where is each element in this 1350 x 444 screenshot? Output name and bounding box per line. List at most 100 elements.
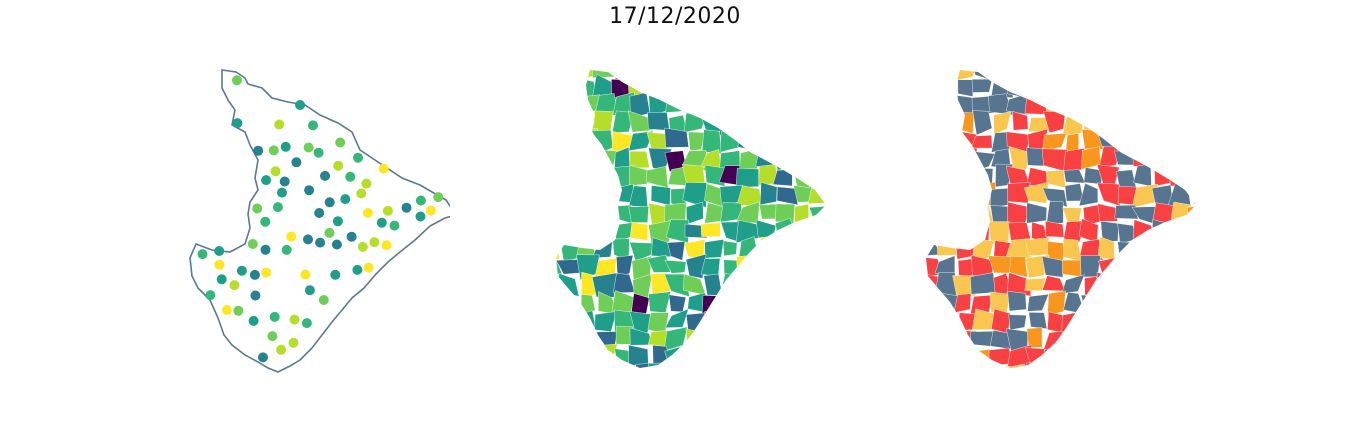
region-cell <box>990 362 1013 368</box>
region-cell <box>556 296 580 315</box>
region-cell <box>1024 278 1046 291</box>
region-cell <box>1224 203 1245 224</box>
region-cell <box>700 222 721 237</box>
region-cell <box>470 348 487 364</box>
region-cell <box>1189 93 1196 115</box>
region-cell <box>988 221 1010 244</box>
region-cell <box>722 240 738 257</box>
region-cell <box>1099 308 1118 334</box>
region-cell <box>720 273 744 292</box>
region-cell <box>1170 201 1191 225</box>
region-cell <box>1261 220 1283 243</box>
region-cell <box>1281 310 1300 334</box>
region-cell <box>1045 170 1066 189</box>
region-cell <box>558 93 582 117</box>
region-cell <box>591 272 619 298</box>
region-cell <box>471 367 486 387</box>
region-cell <box>926 93 942 115</box>
region-cell <box>742 77 757 96</box>
region-cell <box>757 129 778 154</box>
region-cell <box>556 75 578 98</box>
data-point <box>369 237 380 248</box>
region-cell <box>926 74 941 98</box>
data-point <box>352 264 363 275</box>
region-cell <box>503 110 527 133</box>
region-cell <box>1114 70 1135 81</box>
region-cell <box>1241 58 1264 75</box>
region-cell <box>1080 294 1101 314</box>
region-cell <box>1189 149 1196 170</box>
region-cell <box>1187 205 1196 226</box>
region-cell <box>1009 255 1028 278</box>
region-cell <box>521 200 541 224</box>
region-cell <box>758 237 778 257</box>
region-cell <box>720 291 742 314</box>
region-cell <box>809 205 826 226</box>
region-cell <box>487 147 509 171</box>
region-cell <box>1150 364 1176 368</box>
region-cell <box>668 294 687 313</box>
region-cell <box>939 166 955 188</box>
region-cell <box>719 129 744 153</box>
data-point <box>279 176 290 187</box>
region-cell <box>506 164 526 190</box>
region-cell <box>1063 70 1085 81</box>
region-cell <box>756 328 778 352</box>
region-cell <box>1133 260 1158 279</box>
region-cell <box>647 112 670 131</box>
region-cell <box>525 277 543 295</box>
data-point <box>252 203 263 214</box>
region-cell <box>504 75 525 96</box>
region-cell <box>556 96 563 114</box>
state-outline <box>189 69 450 373</box>
region-cell <box>811 236 826 261</box>
region-cell <box>826 148 845 165</box>
region-cell <box>1242 239 1265 262</box>
region-cell <box>1170 76 1190 98</box>
region-cell <box>1117 241 1135 261</box>
region-cell <box>1204 349 1227 370</box>
region-cell <box>702 327 726 349</box>
region-cell <box>523 294 544 314</box>
region-cell <box>1282 116 1300 131</box>
region-cell <box>1042 275 1066 292</box>
region-cell <box>469 258 492 280</box>
region-cell <box>1224 273 1243 296</box>
region-cell <box>1172 345 1195 368</box>
region-cell <box>580 294 596 315</box>
data-point <box>303 234 313 245</box>
region-cell <box>1062 238 1082 262</box>
region-cell <box>651 237 672 258</box>
region-cell <box>1006 344 1033 368</box>
data-point <box>214 259 225 270</box>
region-cell <box>772 346 795 367</box>
region-cell <box>776 308 794 329</box>
region-cell <box>1259 313 1281 332</box>
region-cell <box>1080 70 1103 81</box>
region-cell <box>1095 348 1122 368</box>
region-cell <box>556 239 560 260</box>
region-cell <box>737 130 762 153</box>
region-cell <box>1240 93 1266 113</box>
region-cell <box>737 362 757 368</box>
region-cell <box>794 203 810 227</box>
region-cell <box>1242 110 1262 131</box>
region-cell <box>741 344 760 367</box>
region-cell <box>829 221 848 244</box>
data-point <box>221 305 232 315</box>
region-cell <box>1041 256 1064 278</box>
region-cell <box>1260 204 1281 221</box>
data-point <box>233 305 244 316</box>
region-cell <box>754 308 779 333</box>
data-point <box>345 171 356 182</box>
region-cell <box>952 275 977 299</box>
region-cell <box>737 327 759 345</box>
region-cell <box>507 201 525 226</box>
region-cell <box>556 223 582 242</box>
region-cell <box>1281 129 1298 149</box>
region-cell <box>1117 328 1137 346</box>
region-cell <box>1207 164 1228 188</box>
data-point <box>335 137 346 148</box>
data-point <box>324 227 335 238</box>
region-cell <box>926 182 942 207</box>
